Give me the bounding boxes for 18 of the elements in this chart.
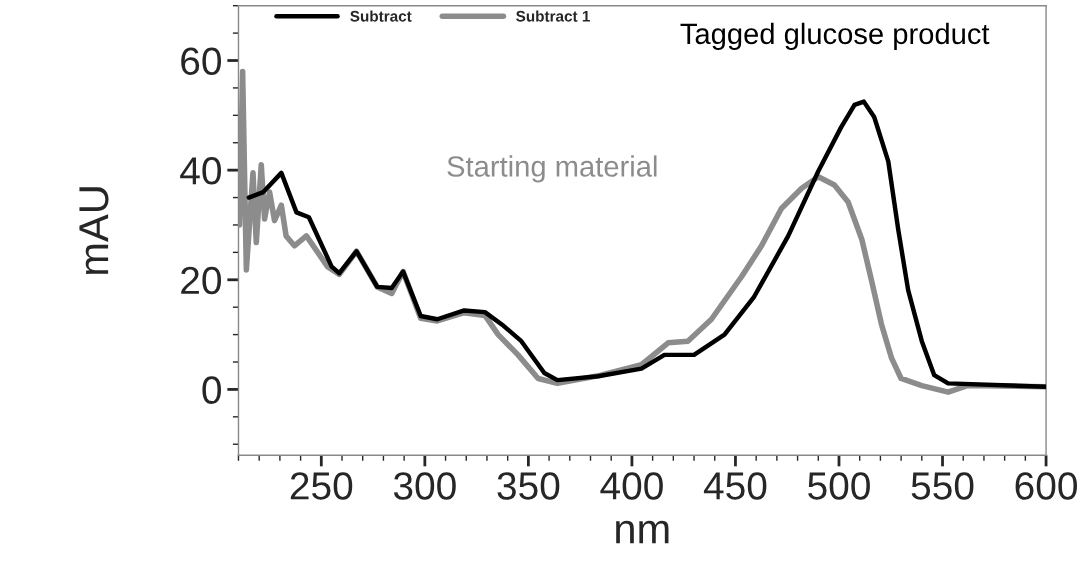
x-tick-label: 350 xyxy=(497,472,560,500)
y-tick-label: 20 xyxy=(181,266,221,295)
x-tick-label: 450 xyxy=(703,472,767,500)
x-axis-title: nm xyxy=(616,520,669,544)
legend-label: Subtract 1 xyxy=(516,10,590,22)
legend-label: Subtract xyxy=(350,10,412,22)
x-tick-label: 400 xyxy=(600,472,663,500)
y-tick-label: 0 xyxy=(202,376,221,404)
y-axis-title: mAU xyxy=(79,187,109,274)
x-tick-label: 600 xyxy=(1015,472,1077,500)
x-tick-label: 500 xyxy=(808,472,870,500)
y-tick-label: 40 xyxy=(180,157,221,185)
annotation: Tagged glucose product xyxy=(680,22,990,50)
x-tick-label: 300 xyxy=(393,472,456,500)
y-tick-label: 60 xyxy=(181,47,221,75)
x-tick-label: 250 xyxy=(290,472,353,500)
annotation: Starting material xyxy=(447,155,657,183)
x-tick-label: 550 xyxy=(911,472,974,500)
